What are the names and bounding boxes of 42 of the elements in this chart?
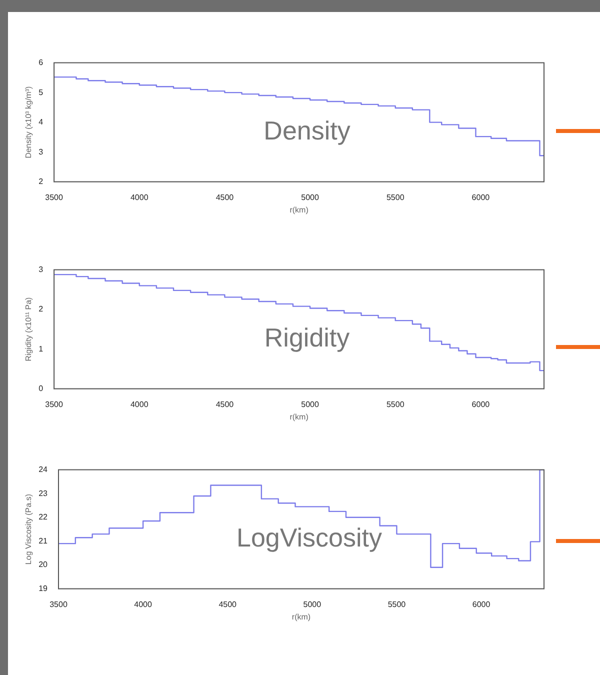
x-tick-label: 4500 (216, 192, 234, 202)
x-tick-label: 5000 (301, 400, 320, 409)
x-tick-label: 5500 (386, 400, 405, 409)
x-tick-label: 3500 (45, 192, 64, 202)
x-tick-label: 3500 (45, 400, 64, 409)
x-tick-label: 6000 (472, 400, 490, 409)
y-tick-label: 6 (38, 58, 44, 68)
y-tick-label: 23 (38, 488, 48, 498)
x-tick-label: 4000 (130, 400, 149, 409)
x-tick-label: 4500 (218, 600, 238, 609)
x-tick-label: 5000 (301, 192, 320, 202)
annotation: Rigidity (264, 322, 350, 352)
x-axis-title: r(km) (292, 612, 311, 622)
y-tick-label: 2 (38, 304, 44, 314)
x-axis-title: r(km) (290, 205, 309, 214)
x-tick-label: 4000 (134, 600, 152, 609)
annotation: LogViscosity (236, 522, 382, 552)
y-axis-title: Log Viscosity (Pa.s) (24, 494, 34, 565)
y-tick-label: 1 (38, 344, 44, 354)
y-tick-label: 5 (38, 88, 44, 97)
y-tick-label: 2 (38, 177, 44, 186)
y-tick-label: 22 (38, 512, 48, 522)
x-tick-label: 4000 (130, 192, 149, 202)
annotation: Density (264, 115, 350, 146)
y-tick-label: 24 (38, 465, 48, 474)
x-tick-label: 6000 (472, 600, 491, 609)
y-axis-title: Rigidity (x10¹¹ Pa) (24, 296, 34, 362)
x-tick-label: 6000 (472, 192, 490, 202)
y-tick-label: 20 (38, 560, 48, 570)
y-tick-label: 3 (38, 265, 44, 274)
y-tick-label: 21 (38, 536, 48, 546)
x-axis-title: r(km) (290, 412, 309, 422)
y-axis-title: Density (x10³ kg/m³) (24, 86, 34, 158)
x-tick-label: 5000 (303, 600, 322, 609)
y-tick-label: 0 (38, 384, 44, 394)
y-tick-label: 19 (38, 584, 48, 594)
y-tick-label: 4 (38, 118, 44, 127)
x-tick-label: 4500 (216, 400, 234, 409)
x-tick-label: 5500 (386, 192, 405, 202)
x-tick-label: 5500 (388, 600, 406, 609)
y-tick-label: 3 (38, 147, 44, 156)
x-tick-label: 3500 (50, 600, 68, 609)
